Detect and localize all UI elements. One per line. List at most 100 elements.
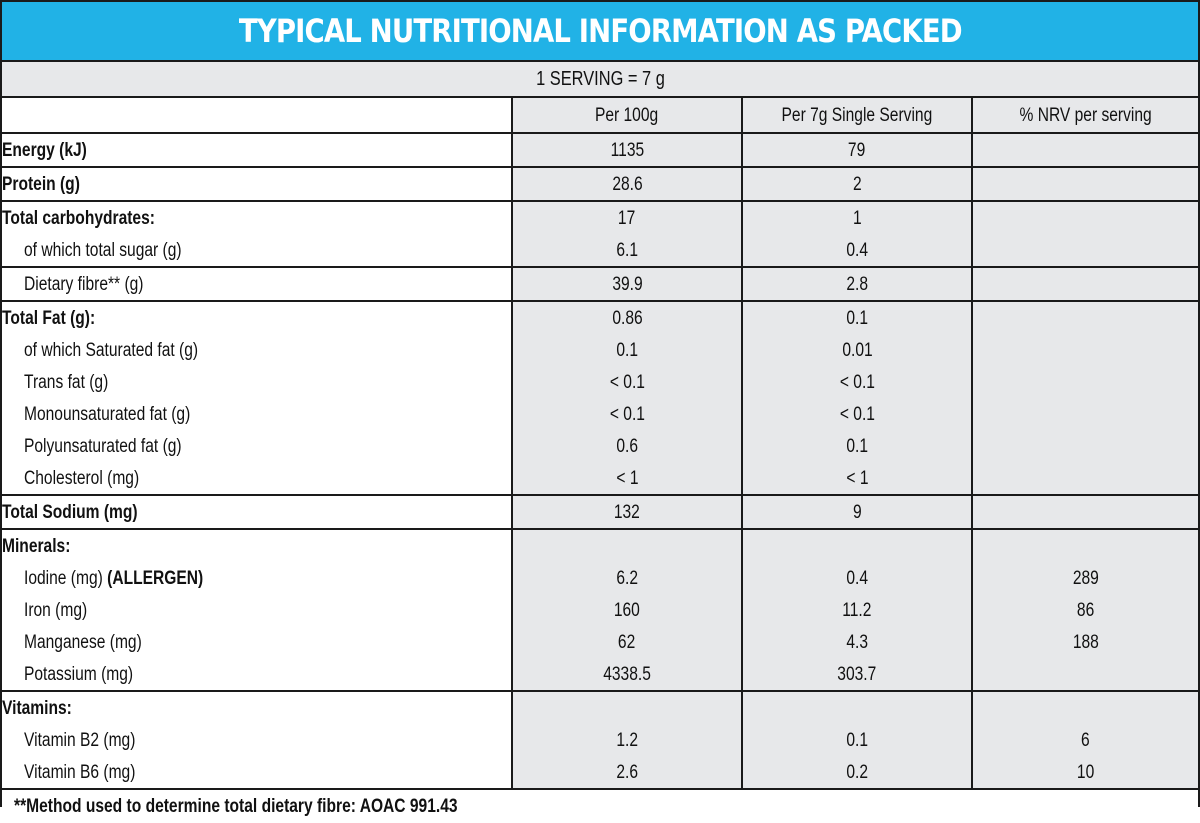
row-label: Manganese (mg) [2, 626, 512, 658]
row-label: Vitamin B2 (mg) [2, 724, 512, 756]
table-row: Trans fat (g) < 0.1 < 0.1 [2, 366, 1198, 398]
table-row: Potassium (mg) 4338.5 303.7 [2, 658, 1198, 691]
row-nrv [971, 133, 1198, 167]
row-label: Potassium (mg) [2, 658, 512, 691]
footnote-row: **Method used to determine total dietary… [2, 788, 1198, 823]
row-label: Total Sodium (mg) [2, 494, 512, 529]
row-nrv [971, 300, 1198, 334]
row-per-serving: 0.4 [741, 562, 972, 594]
row-per-serving: 2 [741, 166, 972, 201]
table-row: Dietary fibre** (g) 39.9 2.8 [2, 266, 1198, 301]
row-per-100g: 39.9 [511, 266, 742, 301]
row-per-serving: 0.01 [741, 334, 972, 366]
table-row: Vitamins: [2, 690, 1198, 724]
row-per-serving: < 1 [741, 462, 972, 495]
allergen-tag: (ALLERGEN) [107, 567, 204, 589]
row-label: Iron (mg) [2, 594, 512, 626]
row-nrv: 289 [971, 562, 1198, 594]
row-per-100g: 6.2 [511, 562, 742, 594]
row-nrv: 10 [971, 756, 1198, 789]
row-label: Total carbohydrates: [2, 200, 512, 234]
table-row: Vitamin B6 (mg) 2.6 0.2 10 [2, 756, 1198, 789]
table-row: Cholesterol (mg) < 1 < 1 [2, 462, 1198, 495]
row-label: Protein (g) [2, 166, 512, 201]
row-per-100g: 0.6 [511, 430, 742, 462]
row-nrv [971, 528, 1198, 562]
row-nrv [971, 334, 1198, 366]
row-per-100g: 132 [511, 494, 742, 529]
row-per-serving [741, 690, 972, 724]
table-row: Protein (g) 28.6 2 [2, 166, 1198, 201]
header-per-100g: Per 100g [511, 97, 742, 134]
row-per-100g [511, 528, 742, 562]
row-per-100g: < 1 [511, 462, 742, 495]
row-nrv: 188 [971, 626, 1198, 658]
table-row: Polyunsaturated fat (g) 0.6 0.1 [2, 430, 1198, 462]
row-per-100g: 2.6 [511, 756, 742, 789]
row-nrv [971, 166, 1198, 201]
row-per-serving: 0.1 [741, 724, 972, 756]
table-row: Iodine (mg) (ALLERGEN) 6.2 0.4 289 [2, 562, 1198, 594]
footnote: **Method used to determine total dietary… [2, 788, 1198, 823]
panel-title: TYPICAL NUTRITIONAL INFORMATION AS PACKE… [2, 2, 1198, 62]
row-nrv [971, 398, 1198, 430]
row-per-serving: 0.1 [741, 430, 972, 462]
table-row: Total Fat (g): 0.86 0.1 [2, 300, 1198, 334]
row-per-serving: 9 [741, 494, 972, 529]
row-nrv [971, 430, 1198, 462]
row-per-serving: 303.7 [741, 658, 972, 691]
row-label: Vitamin B6 (mg) [2, 756, 512, 789]
row-per-serving [741, 528, 972, 562]
row-nrv [971, 658, 1198, 691]
row-per-serving: 0.2 [741, 756, 972, 789]
row-nrv [971, 366, 1198, 398]
header-nrv: % NRV per serving [971, 97, 1198, 134]
row-per-100g: < 0.1 [511, 398, 742, 430]
row-label: Polyunsaturated fat (g) [2, 430, 512, 462]
header-label-cell [2, 97, 512, 134]
table-row: Vitamin B2 (mg) 1.2 0.1 6 [2, 724, 1198, 756]
row-nrv [971, 494, 1198, 529]
row-label: Cholesterol (mg) [2, 462, 512, 495]
serving-row: 1 SERVING = 7 g [2, 62, 1198, 98]
row-nrv [971, 234, 1198, 267]
table-row: Manganese (mg) 62 4.3 188 [2, 626, 1198, 658]
table-row: of which Saturated fat (g) 0.1 0.01 [2, 334, 1198, 366]
row-nrv [971, 200, 1198, 234]
row-per-100g: 28.6 [511, 166, 742, 201]
row-per-100g: 0.86 [511, 300, 742, 334]
row-per-100g: 62 [511, 626, 742, 658]
row-nrv: 6 [971, 724, 1198, 756]
row-per-100g: 1135 [511, 133, 742, 167]
header-row: Per 100g Per 7g Single Serving % NRV per… [2, 97, 1198, 134]
row-label: Minerals: [2, 528, 512, 562]
row-per-100g: 4338.5 [511, 658, 742, 691]
table-row: Energy (kJ) 1135 79 [2, 133, 1198, 167]
row-label: Total Fat (g): [2, 300, 512, 334]
row-per-serving: 11.2 [741, 594, 972, 626]
row-nrv [971, 462, 1198, 495]
row-per-serving: 1 [741, 200, 972, 234]
table-row: Total carbohydrates: 17 1 [2, 200, 1198, 234]
row-label: of which Saturated fat (g) [2, 334, 512, 366]
row-per-serving: 79 [741, 133, 972, 167]
table-row: Minerals: [2, 528, 1198, 562]
row-per-serving: 4.3 [741, 626, 972, 658]
row-per-serving: < 0.1 [741, 398, 972, 430]
table-row: Iron (mg) 160 11.2 86 [2, 594, 1198, 626]
row-per-serving: 2.8 [741, 266, 972, 301]
row-per-100g: < 0.1 [511, 366, 742, 398]
row-label: Dietary fibre** (g) [2, 266, 512, 301]
table-row: of which total sugar (g) 6.1 0.4 [2, 234, 1198, 267]
serving-size: 1 SERVING = 7 g [2, 62, 1198, 98]
row-per-100g [511, 690, 742, 724]
table-row: Total Sodium (mg) 132 9 [2, 494, 1198, 529]
row-per-100g: 160 [511, 594, 742, 626]
row-label: Vitamins: [2, 690, 512, 724]
row-nrv [971, 266, 1198, 301]
row-per-serving: 0.4 [741, 234, 972, 267]
row-per-100g: 17 [511, 200, 742, 234]
row-per-100g: 1.2 [511, 724, 742, 756]
row-label: of which total sugar (g) [2, 234, 512, 267]
